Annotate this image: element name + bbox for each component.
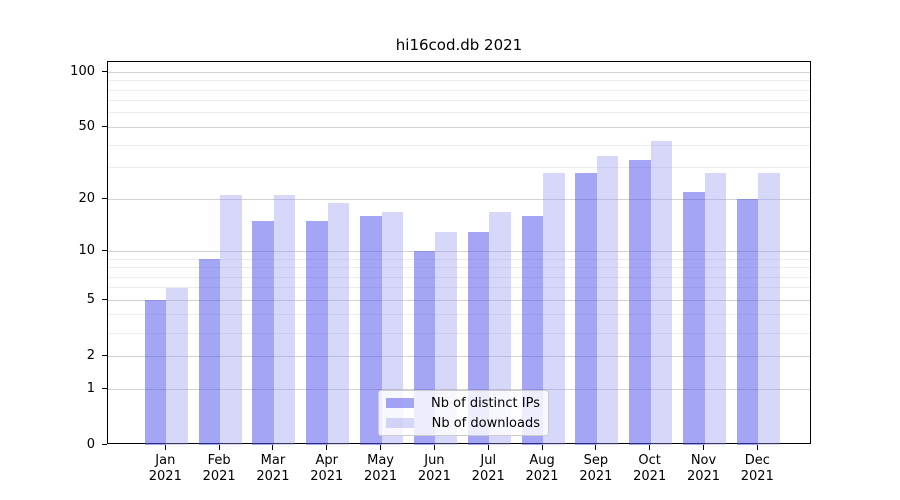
gridline-minor-4 bbox=[108, 314, 810, 316]
y-tick-label-0: 0 bbox=[86, 436, 95, 452]
bar-ips-apr bbox=[306, 221, 328, 445]
x-tick-label-may: May 2021 bbox=[364, 453, 398, 484]
gridline-minor-3 bbox=[108, 332, 810, 334]
x-tick-mark-aug bbox=[541, 445, 543, 450]
gridline-major-100 bbox=[108, 71, 810, 73]
y-tick-mark-0 bbox=[102, 443, 107, 445]
gridline-minor-80 bbox=[108, 89, 810, 91]
legend: Nb of distinct IPs Nb of downloads bbox=[378, 390, 549, 436]
gridline-minor-40 bbox=[108, 144, 810, 146]
bar-downloads-sep bbox=[596, 155, 619, 445]
gridline-minor-60 bbox=[108, 112, 810, 114]
y-tick-mark-5 bbox=[102, 298, 107, 300]
bar-downloads-oct bbox=[650, 141, 673, 445]
y-tick-label-10: 10 bbox=[78, 242, 95, 258]
gridline-minor-6 bbox=[108, 287, 810, 289]
x-tick-mark-may bbox=[380, 445, 382, 450]
bar-ips-dec bbox=[736, 199, 759, 445]
gridline-major-5 bbox=[108, 299, 810, 301]
bar-ips-aug bbox=[521, 216, 544, 445]
bar-ips-oct bbox=[629, 160, 651, 445]
y-tick-mark-100 bbox=[102, 70, 107, 72]
x-tick-mark-jun bbox=[433, 445, 435, 450]
gridline-major-2 bbox=[108, 355, 810, 357]
y-tick-mark-2 bbox=[102, 354, 107, 356]
gridline-minor-8 bbox=[108, 267, 810, 268]
bar-downloads-apr bbox=[327, 203, 350, 445]
x-tick-label-jun: Jun 2021 bbox=[417, 453, 451, 484]
x-tick-label-jul: Jul 2021 bbox=[471, 453, 505, 484]
x-tick-label-jan: Jan 2021 bbox=[148, 453, 182, 484]
legend-label-distinct-ips: Nb of distinct IPs bbox=[431, 395, 540, 411]
gridline-major-50 bbox=[108, 126, 810, 128]
bar-ips-may bbox=[360, 216, 382, 445]
plot-area bbox=[107, 61, 811, 445]
y-tick-label-100: 100 bbox=[70, 63, 95, 79]
x-tick-mark-mar bbox=[272, 445, 274, 450]
legend-item-distinct-ips: Nb of distinct IPs bbox=[386, 396, 540, 411]
x-tick-mark-dec bbox=[756, 445, 758, 450]
y-tick-label-50: 50 bbox=[78, 118, 95, 134]
x-tick-mark-nov bbox=[703, 445, 704, 450]
x-tick-label-feb: Feb 2021 bbox=[202, 453, 236, 484]
gridline-minor-9 bbox=[108, 258, 810, 260]
gridline-minor-70 bbox=[108, 100, 810, 102]
gridline-major-20 bbox=[108, 198, 810, 200]
gridline-minor-30 bbox=[108, 167, 810, 169]
x-tick-label-aug: Aug 2021 bbox=[525, 453, 559, 484]
y-tick-label-20: 20 bbox=[78, 190, 95, 206]
gridline-major-10 bbox=[108, 250, 810, 252]
x-tick-label-mar: Mar 2021 bbox=[256, 453, 290, 484]
bar-ips-sep bbox=[575, 172, 597, 445]
x-tick-mark-jan bbox=[164, 445, 166, 450]
x-tick-label-apr: Apr 2021 bbox=[310, 453, 344, 484]
chart-title: hi16cod.db 2021 bbox=[395, 36, 523, 54]
y-tick-mark-1 bbox=[102, 387, 107, 389]
bar-ips-mar bbox=[252, 221, 274, 445]
gridline-major-1 bbox=[108, 388, 810, 390]
legend-label-downloads: Nb of downloads bbox=[431, 415, 540, 431]
y-tick-label-1: 1 bbox=[86, 380, 95, 396]
bar-downloads-jan bbox=[166, 287, 188, 445]
bar-ips-feb bbox=[198, 259, 221, 445]
bar-downloads-may bbox=[381, 211, 404, 445]
legend-swatch-distinct-ips bbox=[386, 398, 414, 408]
bar-downloads-jul bbox=[489, 211, 511, 445]
gridline-minor-7 bbox=[108, 276, 810, 278]
bar-ips-nov bbox=[683, 191, 705, 445]
legend-swatch-downloads bbox=[386, 418, 414, 428]
x-tick-mark-apr bbox=[326, 445, 328, 450]
legend-item-downloads: Nb of downloads bbox=[386, 416, 540, 431]
bar-downloads-mar bbox=[273, 195, 296, 445]
x-tick-mark-sep bbox=[595, 445, 597, 450]
y-tick-mark-50 bbox=[102, 125, 107, 127]
y-tick-label-2: 2 bbox=[86, 347, 95, 363]
x-tick-mark-feb bbox=[218, 445, 220, 450]
y-tick-mark-10 bbox=[102, 249, 107, 251]
gridline-minor-90 bbox=[108, 80, 810, 82]
x-tick-label-sep: Sep 2021 bbox=[579, 453, 613, 484]
x-tick-mark-oct bbox=[649, 445, 651, 450]
bar-downloads-dec bbox=[758, 172, 780, 445]
x-tick-mark-jul bbox=[487, 445, 489, 450]
bar-downloads-feb bbox=[220, 195, 242, 445]
y-tick-label-5: 5 bbox=[86, 291, 95, 307]
x-tick-label-dec: Dec 2021 bbox=[740, 453, 774, 484]
bar-downloads-aug bbox=[543, 172, 565, 445]
y-tick-mark-20 bbox=[102, 197, 107, 199]
x-tick-label-oct: Oct 2021 bbox=[633, 453, 667, 484]
bar-ips-jan bbox=[144, 300, 167, 445]
x-tick-label-nov: Nov 2021 bbox=[686, 453, 721, 484]
bar-downloads-nov bbox=[704, 172, 726, 445]
